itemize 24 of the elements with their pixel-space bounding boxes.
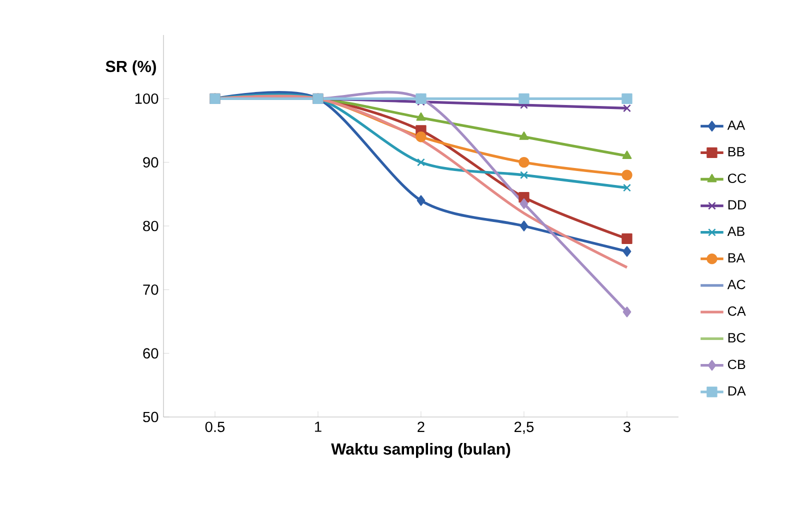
legend-label: CB	[728, 360, 746, 370]
x-tick-label: 1	[315, 422, 322, 432]
y-tick-label: 90	[143, 157, 158, 168]
y-tick-label: 60	[143, 348, 158, 359]
x-tick-label: 3	[623, 422, 630, 432]
legend-label: BA	[728, 253, 746, 262]
legend-label: AB	[727, 226, 744, 236]
y-tick-label: 100	[135, 93, 158, 104]
x-axis-title: Waktu sampling (bulan)	[331, 442, 510, 458]
legend-label: BC	[728, 333, 746, 342]
y-tick-label: 50	[143, 412, 158, 422]
legend-label: CC	[728, 174, 746, 184]
legend-label: DA	[728, 386, 746, 396]
legend-label: DD	[728, 200, 746, 210]
y-axis-title: SR (%)	[106, 60, 156, 76]
x-tick-label: 2,5	[514, 422, 534, 434]
legend-label: BB	[728, 147, 744, 156]
y-tick-label: 80	[143, 220, 158, 232]
legend-label: CA	[728, 306, 746, 316]
x-tick-label: 2	[418, 422, 424, 432]
y-tick-label: 70	[143, 284, 158, 295]
legend-label: AC	[727, 280, 746, 290]
legend-label: AA	[727, 120, 746, 130]
x-tick-label: 0.5	[205, 422, 225, 432]
